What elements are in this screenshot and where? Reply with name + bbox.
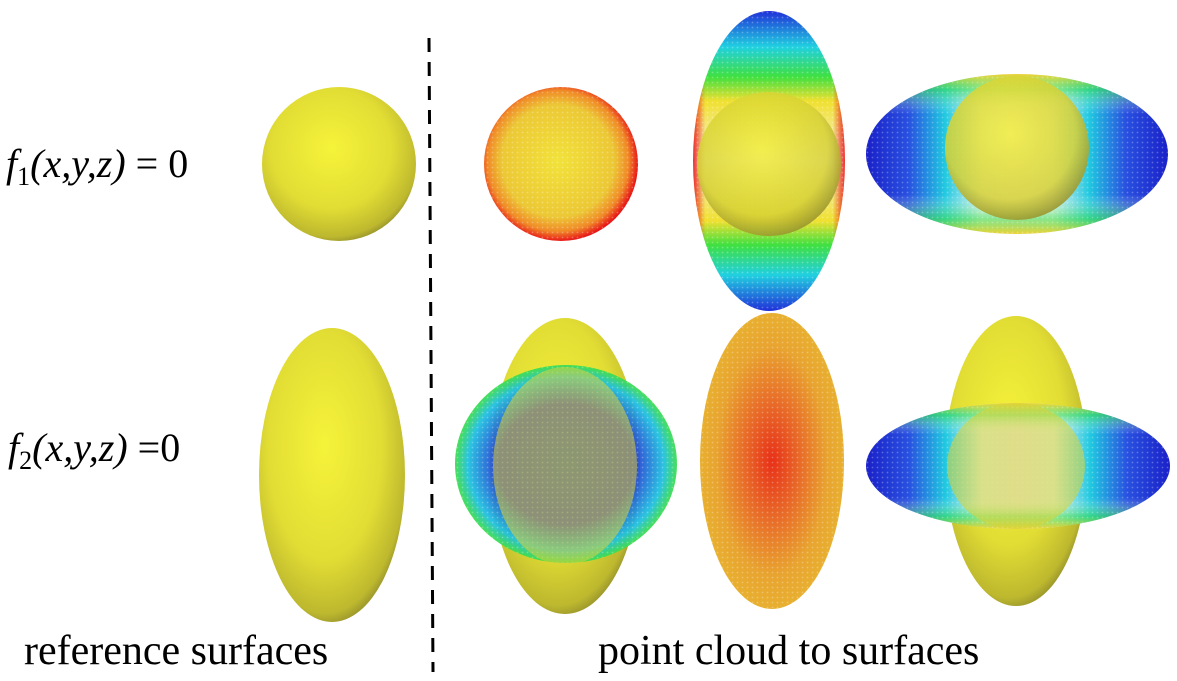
reference-sphere bbox=[262, 87, 416, 241]
divider-line bbox=[427, 37, 435, 673]
eq-f1-args: (x,y,z) bbox=[30, 141, 126, 186]
reference-ellipsoid bbox=[259, 328, 405, 622]
cloud-sphere-red-rim bbox=[484, 87, 638, 241]
eq-f2-args: (x,y,z) bbox=[32, 425, 128, 470]
cloud-sphere-blue bbox=[455, 318, 677, 614]
equation-f2: f2(x,y,z) =0 bbox=[8, 428, 180, 474]
cloud-ellipsoid-orange bbox=[700, 313, 844, 609]
cloud-vertical-ellipsoid bbox=[693, 11, 845, 311]
eq-f2-sub: 2 bbox=[19, 446, 33, 475]
eq-f2-func: f bbox=[8, 425, 20, 470]
eq-f1-func: f bbox=[6, 141, 18, 186]
eq-f2-rhs: =0 bbox=[137, 425, 181, 470]
caption-reference-surfaces: reference surfaces bbox=[24, 628, 329, 674]
eq-f1-rhs: = 0 bbox=[135, 141, 189, 186]
eq-f1-sub: 1 bbox=[17, 162, 31, 191]
cloud-horizontal-ellipsoid bbox=[866, 74, 1168, 234]
caption-point-cloud: point cloud to surfaces bbox=[598, 628, 980, 674]
cloud-horizontal-ellipsoid-2 bbox=[866, 316, 1170, 606]
equation-f1: f1(x,y,z) = 0 bbox=[6, 144, 188, 190]
